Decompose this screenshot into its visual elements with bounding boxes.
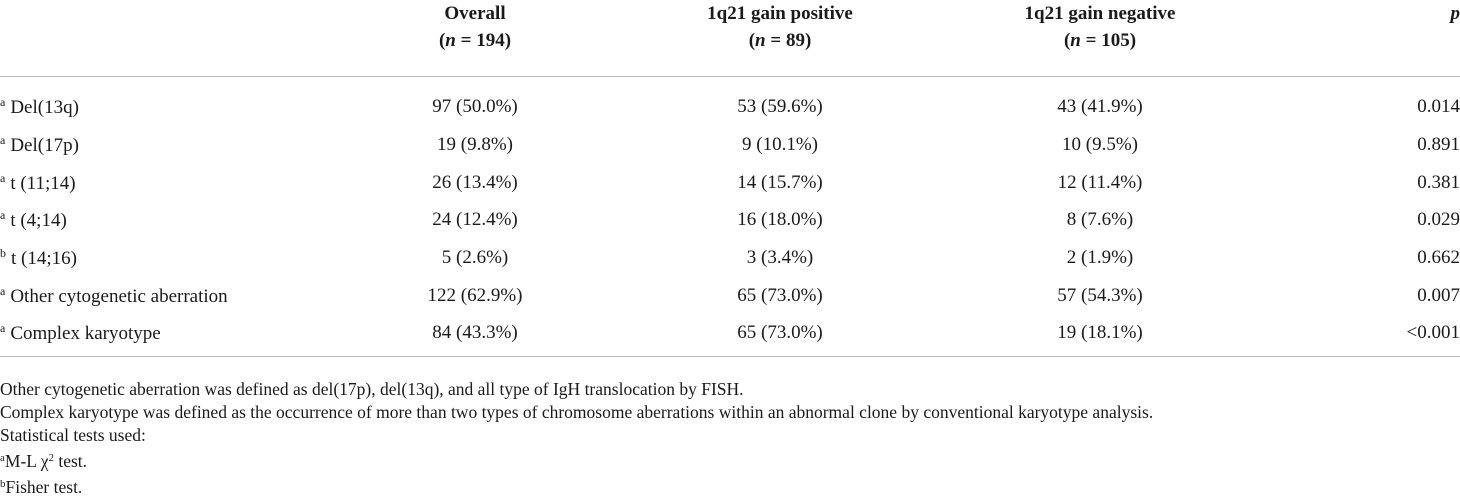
footnote-b: bFisher test.	[0, 473, 1153, 499]
header-overall-n: (n = 194)	[438, 30, 512, 51]
header-negative: 1q21 gain negative (n = 105)	[940, 0, 1260, 77]
row-label-text: Other cytogenetic aberration	[10, 285, 228, 307]
footnote-a-mark: a	[0, 452, 5, 464]
table-row: b t (14;16) 5 (2.6%) 3 (3.4%) 2 (1.9%) 0.662	[0, 239, 1460, 277]
cell-positive: 14 (15.7%)	[737, 171, 823, 193]
note-other-aberration: Other cytogenetic aberration was defined…	[0, 379, 744, 399]
row-footnote-mark: a	[0, 133, 6, 148]
row-label: a Del(17p)	[0, 126, 330, 164]
cell-positive: 9 (10.1%)	[742, 134, 818, 156]
row-label: a t (11;14)	[0, 164, 330, 202]
cell-negative: 10 (9.5%)	[1062, 134, 1138, 156]
cell-negative: 43 (41.9%)	[1057, 96, 1143, 118]
row-footnote-mark: a	[0, 283, 6, 298]
cell-p-value: 0.662	[1417, 247, 1460, 269]
row-label-text: t (4;14)	[10, 210, 67, 232]
cell-p-value: <0.001	[1260, 314, 1460, 358]
cell-positive: 16 (18.0%)	[737, 209, 823, 231]
row-footnote-mark: a	[0, 321, 6, 336]
cell-p-value: 0.029	[1417, 209, 1460, 231]
footnote-a-text: M-L χ	[4, 451, 49, 471]
cell-positive: 65 (73.0%)	[620, 314, 940, 358]
table-row: a Del(17p) 19 (9.8%) 9 (10.1%) 10 (9.5%) 0.89…	[0, 126, 1460, 164]
header-positive-n: (n = 89)	[748, 30, 812, 51]
results-table: Overall (n = 194) 1q21 gain positive (n …	[0, 0, 1460, 358]
cell-p-value: 0.891	[1417, 134, 1460, 156]
table-row: a t (4;14) 24 (12.4%) 16 (18.0%) 8 (7.6%) 0.0…	[0, 202, 1460, 240]
cell-negative: 8 (7.6%)	[1066, 209, 1134, 231]
header-negative-title: 1q21 gain negative	[1024, 3, 1176, 24]
row-label: b t (14;16)	[0, 239, 330, 277]
cell-negative: 12 (11.4%)	[1057, 171, 1143, 193]
cell-overall: 122 (62.9%)	[427, 284, 523, 306]
table-row: a Del(13q) 97 (50.0%) 53 (59.6%) 43 (41.9%) 0…	[0, 76, 1460, 126]
cell-overall: 5 (2.6%)	[441, 247, 509, 269]
row-footnote-mark: a	[0, 170, 6, 185]
table-row: a t (11;14) 26 (13.4%) 14 (15.7%) 12 (11.4%)…	[0, 164, 1460, 202]
row-label: a Complex karyotype	[0, 314, 330, 358]
row-label: a Del(13q)	[0, 76, 330, 126]
header-positive-title: 1q21 gain positive	[707, 3, 853, 24]
header-negative-n: (n = 105)	[1063, 30, 1137, 51]
cell-overall: 19 (9.8%)	[437, 134, 513, 156]
cell-p-value: 0.007	[1417, 284, 1460, 306]
row-footnote-mark: b	[0, 246, 6, 261]
note-tests-heading: Statistical tests used:	[0, 425, 146, 445]
cell-p-value: 0.014	[1417, 96, 1460, 118]
row-footnote-mark: a	[0, 208, 6, 223]
cell-positive: 3 (3.4%)	[746, 247, 814, 269]
cell-negative: 19 (18.1%)	[940, 314, 1260, 358]
cell-negative: 57 (54.3%)	[1057, 284, 1143, 306]
table-row: a Complex karyotype 84 (43.3%) 65 (73.0%) 19…	[0, 314, 1460, 358]
row-label-text: Complex karyotype	[10, 323, 161, 345]
row-label-text: Del(13q)	[10, 97, 79, 119]
cell-positive: 53 (59.6%)	[737, 96, 823, 118]
cell-negative: 2 (1.9%)	[1066, 247, 1134, 269]
header-label	[0, 0, 330, 77]
row-label-text: Del(17p)	[10, 135, 79, 157]
cell-overall: 24 (12.4%)	[432, 209, 518, 231]
header-overall: Overall (n = 194)	[330, 0, 620, 77]
table-row: a Other cytogenetic aberration 122 (62.9%)…	[0, 277, 1460, 315]
footnote-a-exponent: 2	[48, 452, 54, 464]
footnote-a-tail: test.	[53, 451, 88, 471]
header-positive: 1q21 gain positive (n = 89)	[620, 0, 940, 77]
cell-overall: 26 (13.4%)	[432, 171, 518, 193]
header-p: p	[1260, 0, 1460, 77]
cell-overall: 84 (43.3%)	[330, 314, 620, 358]
row-label-text: t (14;16)	[11, 248, 77, 270]
cell-p-value: 0.381	[1417, 171, 1460, 193]
header-overall-title: Overall	[444, 3, 506, 24]
cell-positive: 65 (73.0%)	[737, 284, 823, 306]
row-label-text: t (11;14)	[10, 172, 76, 194]
row-footnote-mark: a	[0, 95, 6, 110]
note-complex-karyotype: Complex karyotype was defined as the occ…	[0, 402, 1154, 422]
footnote-a: aM-L χ2 test.	[0, 447, 1153, 473]
header-row: Overall (n = 194) 1q21 gain positive (n …	[0, 0, 1460, 77]
row-label: a t (4;14)	[0, 202, 330, 240]
footnote-b-mark: b	[0, 478, 6, 490]
footnote-b-text: Fisher test.	[5, 477, 83, 497]
table-notes: Other cytogenetic aberration was defined…	[0, 378, 1153, 499]
row-label: a Other cytogenetic aberration	[0, 277, 330, 315]
cell-overall: 97 (50.0%)	[432, 96, 518, 118]
